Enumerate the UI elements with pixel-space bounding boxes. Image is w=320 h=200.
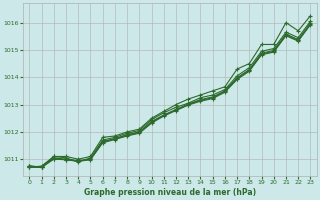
X-axis label: Graphe pression niveau de la mer (hPa): Graphe pression niveau de la mer (hPa) — [84, 188, 256, 197]
